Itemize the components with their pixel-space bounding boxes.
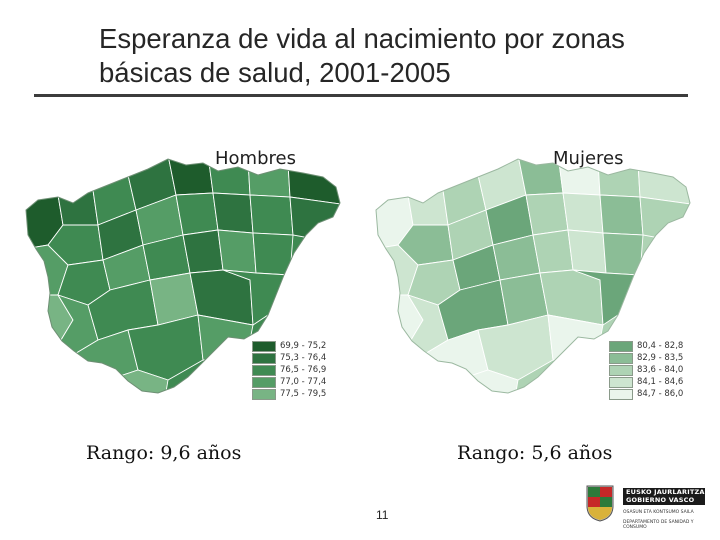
legend-swatch	[609, 388, 633, 400]
legend-label: 83,6 - 84,0	[637, 365, 684, 375]
legend-swatch	[252, 340, 276, 352]
legend-swatch	[252, 364, 276, 376]
logo-line-2: GOBIERNO VASCO	[626, 496, 695, 504]
legend-swatch	[252, 376, 276, 388]
coat-of-arms-icon	[586, 485, 614, 522]
legend-swatch	[609, 376, 633, 388]
legend-row: 84,1 - 84,6	[609, 376, 709, 388]
legend-swatch	[609, 340, 633, 352]
range-text-mujeres: Rango: 5,6 años	[457, 442, 613, 464]
legend-label: 84,1 - 84,6	[637, 377, 684, 387]
legend-swatch	[609, 364, 633, 376]
legend-label: 84,7 - 86,0	[637, 389, 684, 399]
legend-row: 80,4 - 82,8	[609, 340, 709, 352]
legend-row: 82,9 - 83,5	[609, 352, 709, 364]
map-title-mujeres: Mujeres	[553, 148, 624, 169]
legend-swatch	[252, 352, 276, 364]
legend-row: 84,7 - 86,0	[609, 388, 709, 400]
legend-mujeres: 80,4 - 82,8 82,9 - 83,5 83,6 - 84,0 84,1…	[609, 340, 709, 400]
legend-hombres: 69,9 - 75,2 75,3 - 76,4 76,5 - 76,9 77,0…	[252, 340, 352, 400]
legend-swatch	[252, 388, 276, 400]
map-mujeres	[375, 158, 691, 394]
map-hombres	[25, 158, 341, 394]
legend-label: 80,4 - 82,8	[637, 341, 684, 351]
logo-line-1: EUSKO JAURLARITZA	[626, 488, 705, 496]
legend-row: 69,9 - 75,2	[252, 340, 352, 352]
title-underline	[34, 94, 688, 97]
slide-title: Esperanza de vida al nacimiento por zona…	[99, 23, 625, 88]
legend-row: 83,6 - 84,0	[609, 364, 709, 376]
legend-swatch	[609, 352, 633, 364]
logo-dept-eu: OSASUN ETA KONTSUMO SAILA	[623, 510, 694, 515]
legend-label: 77,5 - 79,5	[280, 389, 327, 399]
gobierno-vasco-logo: EUSKO JAURLARITZA GOBIERNO VASCO OSASUN …	[585, 484, 707, 536]
legend-label: 77,0 - 77,4	[280, 377, 327, 387]
legend-label: 75,3 - 76,4	[280, 353, 327, 363]
logo-name-bar: EUSKO JAURLARITZA GOBIERNO VASCO	[623, 488, 705, 505]
legend-row: 77,0 - 77,4	[252, 376, 352, 388]
legend-label: 82,9 - 83,5	[637, 353, 684, 363]
logo-dept-es: DEPARTAMENTO DE SANIDAD Y CONSUMO	[623, 520, 694, 530]
page-number: 11	[376, 508, 389, 522]
legend-label: 76,5 - 76,9	[280, 365, 327, 375]
legend-label: 69,9 - 75,2	[280, 341, 327, 351]
legend-row: 75,3 - 76,4	[252, 352, 352, 364]
legend-row: 76,5 - 76,9	[252, 364, 352, 376]
range-text-hombres: Rango: 9,6 años	[86, 442, 242, 464]
map-title-hombres: Hombres	[215, 148, 296, 169]
legend-row: 77,5 - 79,5	[252, 388, 352, 400]
